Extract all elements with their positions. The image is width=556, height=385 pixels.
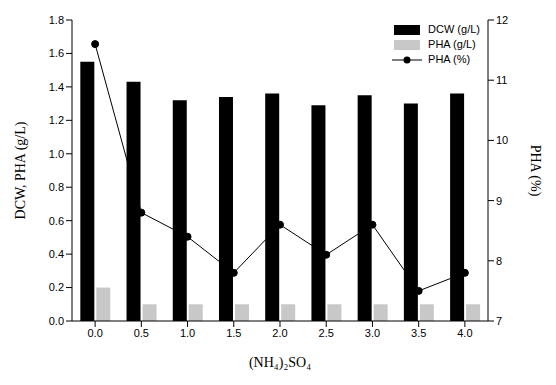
svg-text:8: 8: [496, 255, 502, 267]
svg-text:1.2: 1.2: [49, 114, 64, 126]
svg-text:1.0: 1.0: [49, 148, 64, 160]
svg-text:0.2: 0.2: [49, 281, 64, 293]
svg-text:1.6: 1.6: [49, 47, 64, 59]
svg-text:4.0: 4.0: [457, 327, 472, 339]
svg-text:(NH₄)₂SO₄: (NH₄)₂SO₄: [249, 355, 311, 371]
svg-text:3.0: 3.0: [365, 327, 380, 339]
svg-text:0.6: 0.6: [49, 215, 64, 227]
svg-text:1.5: 1.5: [226, 327, 241, 339]
svg-text:0.5: 0.5: [134, 327, 149, 339]
svg-text:11: 11: [496, 74, 507, 86]
svg-text:DCW, PHA (g/L): DCW, PHA (g/L): [13, 121, 29, 219]
svg-text:0.0: 0.0: [49, 315, 64, 327]
svg-text:7: 7: [496, 315, 502, 327]
html-text:PHA (%): PHA (%): [428, 53, 471, 65]
svg-text:0.0: 0.0: [87, 327, 102, 339]
svg-text:0.8: 0.8: [49, 181, 64, 193]
svg-text:PHA (%): PHA (%): [527, 145, 543, 197]
svg-text:2.5: 2.5: [319, 327, 334, 339]
svg-text:1.8: 1.8: [49, 14, 64, 26]
svg-text:12: 12: [496, 14, 508, 26]
svg-text:3.5: 3.5: [411, 327, 426, 339]
svg-text:1.0: 1.0: [180, 327, 195, 339]
html-text:PHA (g/L): PHA (g/L): [428, 38, 476, 50]
html-text:DCW (g/L): DCW (g/L): [428, 23, 480, 35]
svg-text:0.4: 0.4: [49, 248, 64, 260]
svg-text:1.4: 1.4: [49, 81, 64, 93]
svg-text:10: 10: [496, 134, 508, 146]
svg-text:2.0: 2.0: [272, 327, 287, 339]
svg-text:9: 9: [496, 195, 502, 207]
